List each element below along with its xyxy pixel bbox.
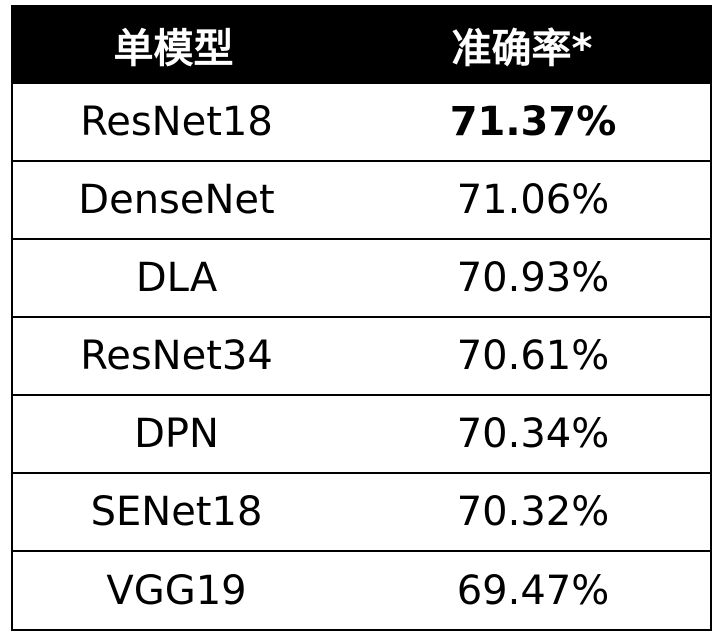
cell-accuracy: 70.61% [334, 316, 710, 395]
cell-model: SENet18 [13, 472, 334, 551]
accuracy-table: 单模型 准确率* ResNet18 71.37% DenseNet 71.06%… [13, 7, 710, 629]
table-row: DPN 70.34% [13, 394, 710, 473]
cell-model: DLA [13, 238, 334, 317]
header-model: 单模型 [13, 7, 334, 83]
table-row: ResNet34 70.61% [13, 316, 710, 395]
table-row: ResNet18 71.37% [13, 82, 710, 161]
header-accuracy: 准确率* [334, 7, 710, 83]
table-row: VGG19 69.47% [13, 550, 710, 629]
cell-accuracy: 71.06% [334, 160, 710, 239]
cell-model: DenseNet [13, 160, 334, 239]
cell-model: DPN [13, 394, 334, 473]
cell-accuracy: 69.47% [334, 550, 710, 629]
cell-accuracy: 70.93% [334, 238, 710, 317]
cell-model: VGG19 [13, 550, 334, 629]
table-row: SENet18 70.32% [13, 472, 710, 551]
table-header-row: 单模型 准确率* [13, 7, 710, 83]
cell-accuracy: 70.34% [334, 394, 710, 473]
table-row: DLA 70.93% [13, 238, 710, 317]
cell-accuracy: 70.32% [334, 472, 710, 551]
cell-model: ResNet34 [13, 316, 334, 395]
cell-model: ResNet18 [13, 82, 334, 161]
results-table: 单模型 准确率* ResNet18 71.37% DenseNet 71.06%… [11, 5, 712, 631]
cell-accuracy-best: 71.37% [334, 82, 710, 161]
table-row: DenseNet 71.06% [13, 160, 710, 239]
